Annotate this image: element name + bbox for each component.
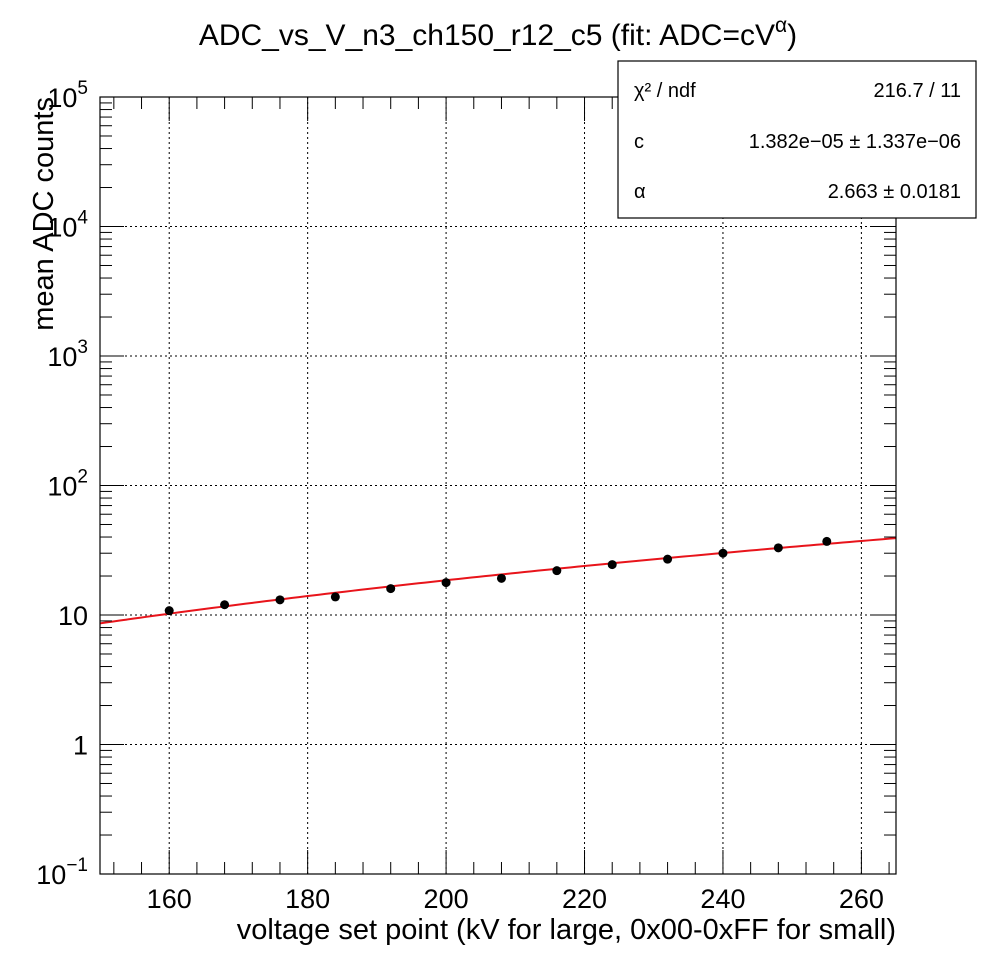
fit-curve [99,537,897,625]
fit-curve-group [99,537,897,625]
x-tick-label: 220 [562,884,607,914]
data-point [552,566,562,576]
x-tick-label: 200 [424,884,469,914]
data-point [718,548,728,558]
stat-value-c: 1.382e−05 ± 1.337e−06 [749,131,961,153]
data-point [441,578,451,588]
data-point [220,600,230,610]
data-point [496,573,506,583]
y-tick-label: 10 [58,601,88,631]
data-point [773,543,783,553]
stat-label-chi2: χ² / ndf [634,80,696,102]
x-tick-label: 240 [700,884,745,914]
x-tick-label: 180 [285,884,330,914]
data-point [386,584,396,594]
y-tick-label: 105 [47,78,88,113]
y-tick-label: 10−1 [36,855,88,890]
y-tick-label: 103 [47,337,88,372]
y-tick-label: 1 [73,731,88,761]
x-tick-label: 160 [147,884,192,914]
data-point [607,560,617,570]
chart-title-superscript: α [775,14,787,37]
y-axis-title: mean ADC counts [28,97,60,331]
y-tick-label: 102 [47,467,88,502]
stat-label-c: c [634,131,644,153]
data-points [164,536,832,616]
data-point [275,595,285,605]
data-point [330,592,340,602]
chart-title: ADC_vs_V_n3_ch150_r12_c5 (fit: ADC=cVα) [199,14,797,52]
x-axis-title: voltage set point (kV for large, 0x00-0x… [237,914,896,946]
x-axis-ticks: 160 180 200 220 240 260 [113,97,890,914]
stat-value-alpha: 2.663 ± 0.0181 [828,181,961,203]
stat-label-alpha: α [634,181,646,203]
y-axis-ticks: 10−1 1 10 102 103 104 105 [36,78,896,890]
data-point [822,536,832,546]
data-point [164,606,174,616]
data-point [663,554,673,564]
chart-title-tail: ) [787,19,797,52]
stats-box-frame [617,60,977,219]
stat-value-chi2: 216.7 / 11 [874,80,961,102]
stats-box: χ² / ndf 216.7 / 11 c 1.382e−05 ± 1.337e… [617,60,977,219]
y-tick-label: 104 [47,208,88,243]
chart-title-base: ADC_vs_V_n3_ch150_r12_c5 (fit: ADC=cV [199,19,775,52]
x-tick-label: 260 [839,884,884,914]
